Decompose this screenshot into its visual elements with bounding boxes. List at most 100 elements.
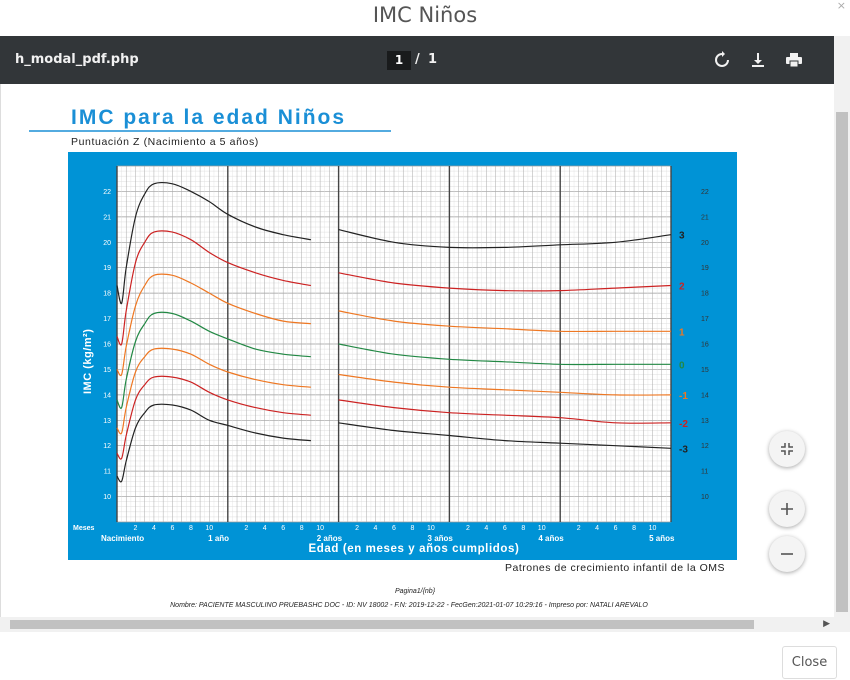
close-button[interactable]: Close	[782, 646, 837, 679]
x-tick-month: 4	[152, 525, 156, 532]
x-tick-month: 10	[649, 525, 657, 532]
download-icon[interactable]	[748, 50, 768, 70]
y-tick-label-right: 10	[701, 494, 709, 501]
y-tick-label: 20	[103, 240, 111, 247]
horizontal-scrollbar[interactable]: ▶	[0, 617, 834, 632]
y-ticks-right: 10 11 12 13 14 15 16 17 18 19 20 21 22	[701, 189, 709, 501]
print-icon[interactable]	[784, 50, 804, 70]
x-tick-month: 2	[466, 525, 470, 532]
curve-z3-2-5y	[338, 229, 672, 249]
y-tick-label: 14	[103, 392, 111, 399]
y-tick-label-right: 12	[701, 443, 709, 450]
page-number-input[interactable]: 1	[387, 51, 411, 70]
page-total: 1	[428, 52, 438, 67]
y-axis-label: IMC (kg/m²)	[82, 329, 94, 394]
series-label: 3	[679, 231, 685, 242]
x-tick-year: 4 años	[538, 534, 564, 543]
x-tick-month: 10	[205, 525, 213, 532]
x-tick-month: 8	[300, 525, 304, 532]
chart-grid	[116, 165, 672, 523]
series-label: 1	[679, 327, 685, 338]
pdf-toolbar: h_modal_pdf.php 1 / 1	[0, 36, 834, 84]
modal-close-x-icon[interactable]: ×	[836, 0, 846, 12]
y-tick-label-right: 21	[701, 214, 709, 221]
horizontal-scroll-thumb[interactable]	[10, 620, 754, 629]
pdf-page-label: Pagina1/{nb}	[395, 588, 436, 595]
zoom-out-button[interactable]	[769, 536, 805, 572]
plus-icon	[779, 501, 795, 517]
modal-title: IMC Niños	[372, 3, 478, 27]
curve-z1-0-2y	[116, 273, 311, 377]
x-tick-month: 4	[263, 525, 267, 532]
y-tick-label: 22	[103, 189, 111, 196]
y-tick-label-right: 14	[701, 392, 709, 399]
x-tick-month: 6	[614, 525, 618, 532]
x-tick-month: 2	[244, 525, 248, 532]
chart-curves	[116, 182, 672, 483]
y-tick-label: 19	[103, 265, 111, 272]
shrink-icon	[779, 441, 795, 457]
y-tick-label-right: 11	[701, 469, 708, 476]
y-tick-label: 16	[103, 342, 111, 349]
series-label: -2	[679, 419, 688, 430]
vertical-scroll-thumb[interactable]	[836, 112, 848, 612]
chart-source: Patrones de crecimiento infantil de la O…	[505, 562, 725, 574]
x-ticks: Meses 2 4 6 8 10 2 4 6 8 10 2 4 6 8 10 2 4 6 8 10 2 4 6 8 10 Nacim…	[73, 525, 675, 543]
x-tick-month: 2	[134, 525, 138, 532]
curve-z-1-2-5y	[338, 373, 672, 396]
chart-title: IMC para la edad Niños	[71, 106, 346, 129]
x-tick-month: 8	[411, 525, 415, 532]
curve-z1-2-5y	[338, 310, 671, 333]
fit-page-button[interactable]	[769, 431, 805, 467]
y-tick-label: 13	[103, 418, 111, 425]
y-tick-label-right: 17	[701, 316, 709, 323]
curve-z-3-0-2y	[116, 403, 311, 483]
x-tick-year: 2 años	[317, 534, 343, 543]
series-label: -1	[679, 391, 688, 402]
x-tick-month: 2	[577, 525, 581, 532]
x-tick-month: 6	[281, 525, 285, 532]
x-tick-month: 10	[538, 525, 546, 532]
x-tick-month: 6	[392, 525, 396, 532]
x-tick-year: 3 años	[428, 534, 454, 543]
x-tick-month: 4	[374, 525, 378, 532]
scroll-right-arrow-icon[interactable]: ▶	[823, 618, 830, 628]
x-tick-month: 6	[503, 525, 507, 532]
y-tick-label: 21	[103, 214, 111, 221]
y-tick-label-right: 16	[701, 342, 709, 349]
y-tick-label-right: 19	[701, 265, 709, 272]
curve-z2-0-2y	[116, 230, 312, 346]
x-tick-month: 10	[316, 525, 324, 532]
y-tick-label-right: 13	[701, 418, 709, 425]
pdf-filename: h_modal_pdf.php	[15, 52, 139, 67]
x-tick-month: 10	[427, 525, 435, 532]
y-tick-label: 10	[103, 494, 111, 501]
curve-z2-2-5y	[338, 272, 672, 292]
y-tick-label: 18	[103, 291, 111, 298]
x-tick-month: 8	[189, 525, 193, 532]
x-prefix-label: Meses	[73, 525, 95, 532]
rotate-icon[interactable]	[712, 50, 732, 70]
pdf-page: IMC para la edad Niños Puntuación Z (Nac…	[1, 84, 834, 617]
y-ticks-left: 10 11 12 13 14 15 16 17 18 19 20 21 22	[103, 189, 111, 501]
x-tick-year: Nacimiento	[101, 534, 144, 543]
curve-z0-2-5y	[338, 343, 671, 366]
minus-icon	[779, 546, 795, 562]
x-axis-label: Edad (en meses y años cumplidos)	[309, 543, 520, 555]
pdf-page-area: IMC para la edad Niños Puntuación Z (Nac…	[0, 84, 834, 617]
curve-z0-0-2y	[116, 311, 311, 409]
y-tick-label: 12	[103, 443, 111, 450]
y-tick-label-right: 15	[701, 367, 709, 374]
y-tick-label: 15	[103, 367, 111, 374]
curve-z3-0-2y	[116, 182, 312, 305]
zoom-in-button[interactable]	[769, 491, 805, 527]
vertical-scrollbar[interactable]	[834, 36, 850, 632]
x-tick-month: 4	[595, 525, 599, 532]
series-labels: 3 2 1 0 -1 -2 -3	[679, 231, 688, 456]
series-label: -3	[679, 444, 688, 455]
series-label: 0	[679, 360, 685, 371]
x-tick-month: 2	[355, 525, 359, 532]
curve-z-2-2-5y	[338, 399, 672, 424]
chart-subtitle: Puntuación Z (Nacimiento a 5 años)	[71, 136, 259, 148]
y-tick-label-right: 22	[701, 189, 709, 196]
